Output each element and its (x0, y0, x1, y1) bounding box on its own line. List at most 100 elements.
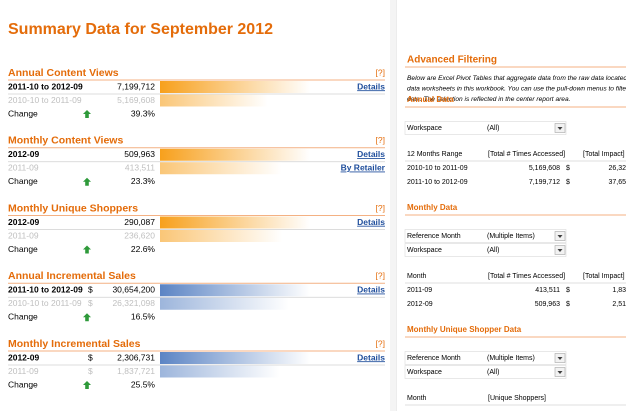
filter-value: (All) (487, 125, 499, 132)
block-title: Annual Data (407, 95, 454, 104)
data-bar (160, 284, 310, 297)
table-cell: $ (566, 179, 570, 186)
change-value: 23.3% (131, 176, 156, 186)
panel-shadow (390, 0, 396, 411)
table-cell: $ (566, 301, 570, 308)
up-arrow (83, 313, 91, 322)
change-value: 22.6% (131, 244, 156, 254)
help-link[interactable]: [?] (376, 338, 385, 348)
row-value: 290,087 (124, 217, 155, 227)
change-value: 39.3% (131, 108, 156, 118)
data-bar (160, 94, 268, 107)
table-header: 12 Months Range (407, 151, 462, 158)
data-bar (160, 216, 310, 229)
dropdown-arrow (557, 357, 563, 360)
table-cell: 1,83 (612, 287, 626, 294)
row-label: 2011-10 to 2012-09 (8, 81, 83, 91)
row-link[interactable]: Details (357, 149, 385, 159)
panel-description: Below are Excel Pivot Tables that aggreg… (407, 75, 626, 82)
row-link[interactable]: Details (357, 81, 385, 91)
change-label: Change (8, 379, 38, 389)
filter-box (404, 365, 567, 379)
row-label: 2011-09 (8, 230, 39, 240)
row-value: 26,321,098 (112, 298, 155, 308)
table-cell: 2010-10 to 2011-09 (407, 165, 468, 172)
row-label: 2011-10 to 2012-09 (8, 285, 83, 295)
table-cell: 2011-09 (407, 287, 432, 294)
row-link[interactable]: Details (357, 217, 385, 227)
row-label: 2010-10 to 2011-09 (8, 95, 82, 105)
table-cell: $ (566, 165, 570, 172)
row-label: 2012-09 (8, 352, 39, 362)
currency: $ (88, 285, 93, 295)
table-cell: 509,963 (535, 301, 560, 308)
dropdown-arrow (557, 371, 563, 374)
table-header: Month (407, 395, 427, 402)
table-cell: 7,199,712 (529, 179, 560, 186)
change-value: 16.5% (131, 312, 156, 322)
table-cell: 2,51 (612, 301, 626, 308)
up-arrow (83, 381, 91, 389)
row-label: 2010-10 to 2011-09 (8, 298, 82, 308)
section-title: Annual Incremental Sales (8, 270, 136, 282)
row-value: 236,620 (124, 230, 155, 240)
panel-title: Advanced Filtering (407, 55, 497, 66)
panel-description: data worksheets in this workbook. You ca… (407, 85, 626, 92)
row-link[interactable]: Details (357, 352, 385, 362)
table-header: [Total # Times Accessed] (488, 273, 565, 280)
dropdown-arrow (557, 127, 563, 130)
change-label: Change (8, 108, 38, 118)
block-title: Monthly Unique Shopper Data (407, 325, 522, 334)
table-cell: 37,65 (608, 179, 626, 186)
currency: $ (88, 352, 93, 362)
filter-label: Reference Month (407, 355, 461, 362)
filter-label: Workspace (407, 125, 442, 132)
up-arrow (83, 245, 91, 254)
filter-value: (Multiple Items) (487, 233, 535, 240)
table-header: Month (407, 273, 427, 280)
data-bar (160, 81, 310, 93)
help-link[interactable]: [?] (376, 67, 385, 77)
change-label: Change (8, 312, 38, 322)
help-link[interactable]: [?] (376, 135, 385, 145)
table-cell: 2012-09 (407, 301, 433, 308)
row-link[interactable]: Details (357, 285, 385, 295)
table-header: [Unique Shoppers] (488, 395, 546, 402)
dropdown-arrow (557, 235, 563, 238)
data-bar (160, 162, 282, 175)
dropdown-arrow (557, 249, 563, 252)
help-link[interactable]: [?] (376, 203, 385, 213)
table-cell: 5,169,608 (529, 165, 560, 172)
page-title: Summary Data for September 2012 (8, 21, 273, 38)
currency: $ (88, 366, 93, 376)
row-label: 2011-09 (8, 366, 39, 376)
help-link[interactable]: [?] (376, 271, 385, 281)
filter-value: (All) (487, 369, 499, 376)
filter-value: (Multiple Items) (487, 355, 535, 362)
block-title: Monthly Data (407, 203, 458, 212)
currency: $ (88, 298, 93, 308)
row-value: 413,511 (125, 163, 155, 173)
table-cell: 2011-10 to 2012-09 (407, 179, 468, 186)
row-value: 5,169,608 (117, 95, 155, 105)
data-bar (160, 297, 289, 310)
row-link[interactable]: By Retailer (341, 163, 386, 173)
table-cell: $ (566, 287, 570, 294)
row-label: 2012-09 (8, 217, 39, 227)
up-arrow (83, 177, 91, 186)
table-header: [Total # Times Accessed] (488, 151, 565, 158)
section-title: Annual Content Views (8, 67, 119, 79)
filter-label: Workspace (407, 247, 442, 254)
table-cell: 413,511 (535, 287, 560, 294)
row-label: 2012-09 (8, 149, 39, 159)
data-bar (160, 148, 310, 161)
section-title: Monthly Incremental Sales (8, 338, 141, 350)
panel-description: data. The selection is reflected in the … (407, 96, 571, 103)
section-title: Monthly Unique Shoppers (8, 202, 138, 214)
row-value: 1,837,721 (117, 366, 155, 376)
table-header: [Total Impact] (583, 151, 625, 158)
filter-panel-bg (396, 0, 626, 411)
change-label: Change (8, 176, 38, 186)
filter-box (404, 229, 567, 243)
filter-label: Workspace (407, 369, 442, 376)
